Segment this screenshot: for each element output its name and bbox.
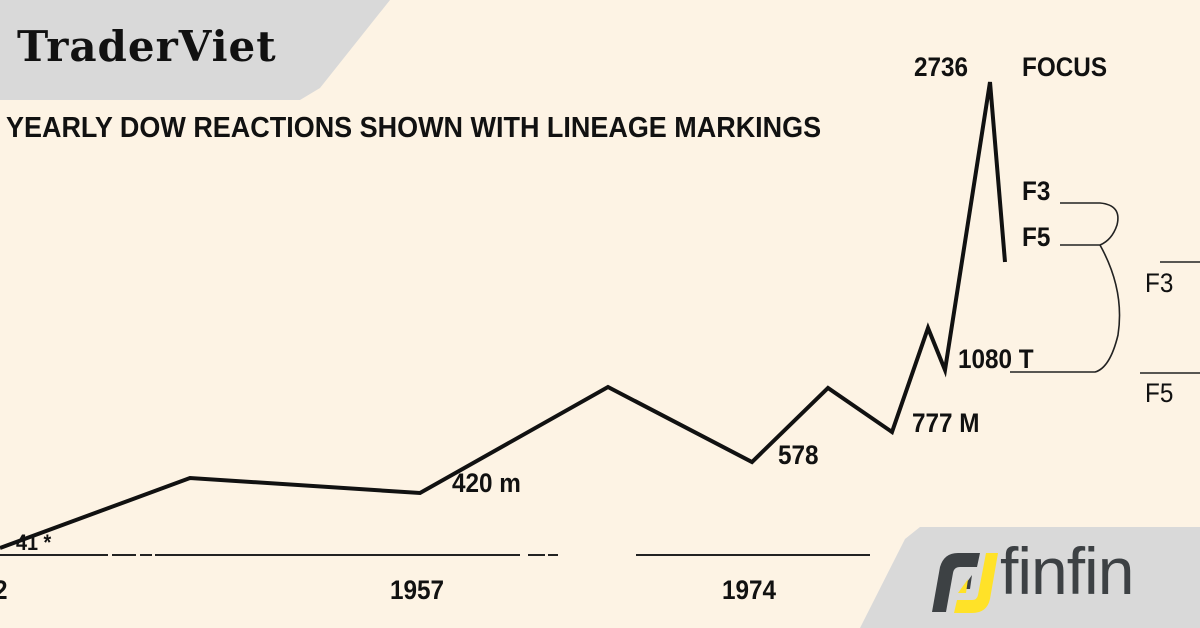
f3-label-right: F3 [1145, 268, 1174, 298]
x-tick-1974: 1974 [722, 575, 777, 605]
x-tick-2: 2 [0, 575, 8, 606]
chart-title: YEARLY DOW REACTIONS SHOWN WITH LINEAGE … [6, 112, 822, 144]
bracket-f5-1080 [1010, 244, 1121, 373]
x-tick-1957: 1957 [390, 575, 445, 605]
focus-label: FOCUS [1022, 52, 1108, 82]
finfin-mark-icon [932, 553, 998, 613]
f5-label: F5 [1022, 222, 1051, 252]
point-label-2736: 2736 [914, 52, 969, 82]
f3-label: F3 [1022, 176, 1051, 206]
point-label-578: 578 [778, 440, 819, 470]
point-label-41: 41 * [16, 530, 52, 555]
point-label-777: 777 M [912, 408, 980, 438]
f5-label-right: F5 [1145, 378, 1174, 408]
dow-line [0, 81, 1007, 550]
finfin-logo: finfin [860, 527, 1200, 628]
point-label-1080: 1080 T [958, 344, 1034, 374]
point-label-420: 420 m [452, 468, 521, 498]
bracket-f3-f5 [1060, 202, 1119, 246]
